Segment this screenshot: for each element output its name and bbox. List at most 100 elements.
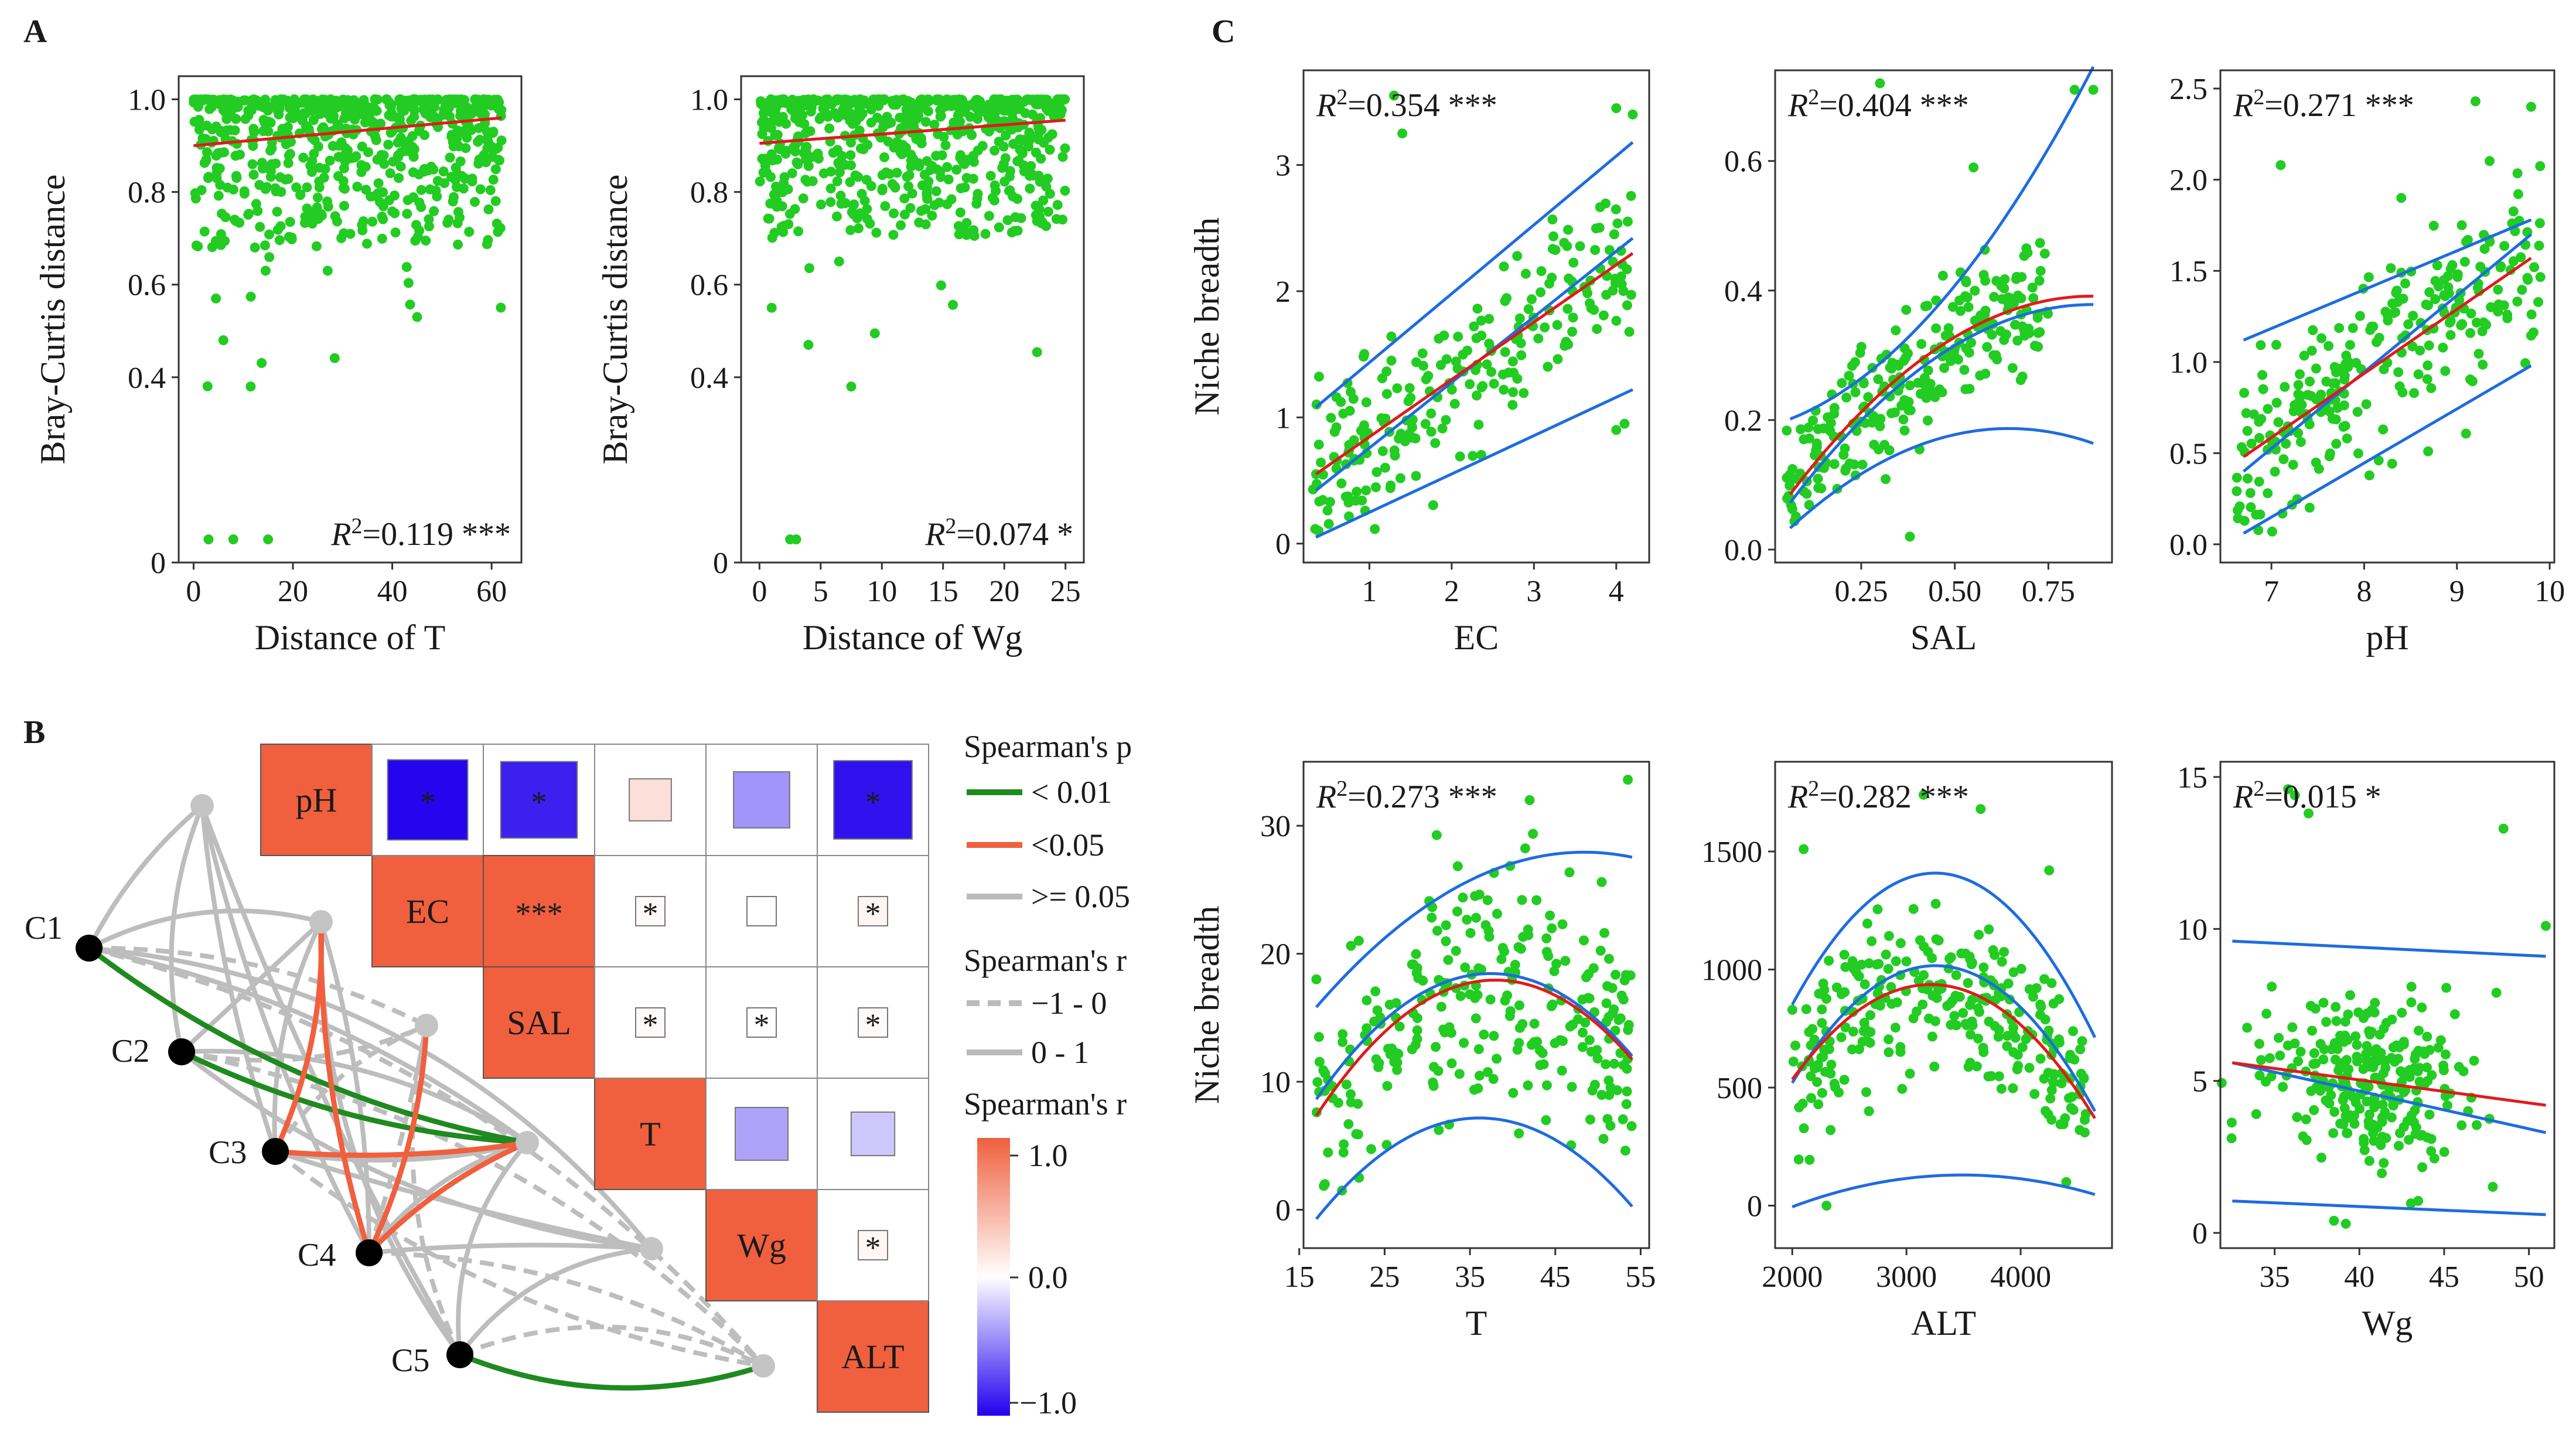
data-point: [2526, 330, 2536, 341]
data-point: [370, 191, 380, 201]
data-point: [1865, 1010, 1875, 1020]
data-point: [1408, 959, 1418, 970]
y-tick-label: 3: [1275, 149, 1291, 183]
data-point: [490, 164, 501, 175]
data-point: [1793, 1154, 1804, 1165]
fit-line: [1789, 294, 2094, 496]
data-point: [2397, 1007, 2407, 1018]
data-point: [1519, 388, 1529, 398]
data-point: [1817, 1088, 1827, 1098]
y-axis-label: Bray-Curtis distance: [33, 175, 72, 465]
r2-symbol: R: [1316, 87, 1336, 124]
y-tick-label: 0.5: [2169, 437, 2207, 471]
y-tick-label: 0.0: [1724, 534, 1762, 567]
heatmap-significance: *: [865, 1007, 881, 1042]
network-edge: [88, 945, 428, 1028]
data-point: [2048, 1078, 2059, 1088]
data-point: [1604, 953, 1614, 964]
data-point: [452, 168, 463, 179]
data-point: [1557, 1065, 1567, 1076]
data-point: [2069, 1054, 2080, 1065]
r2-value: =0.273 ***: [1347, 779, 1497, 815]
data-point: [1325, 497, 1335, 507]
data-point: [2263, 488, 2273, 499]
x-tick-label: 40: [377, 575, 408, 608]
data-point: [2502, 309, 2513, 320]
heatmap-variable-label: Wg: [737, 1226, 786, 1265]
data-point: [2243, 473, 2253, 484]
data-point: [1829, 1079, 1840, 1089]
data-point: [1949, 1011, 1960, 1021]
data-point: [1840, 962, 1851, 972]
data-point: [1841, 392, 1852, 403]
data-point: [961, 218, 972, 228]
data-point: [1927, 953, 1937, 963]
data-point: [1961, 277, 1971, 288]
data-point: [877, 185, 888, 196]
data-point: [2007, 363, 2018, 373]
data-point: [341, 108, 351, 118]
data-point: [2423, 300, 2433, 311]
data-point: [936, 280, 946, 291]
data-point: [1452, 861, 1463, 871]
data-point: [1883, 964, 1893, 974]
data-point: [312, 209, 322, 220]
x-tick-label: 2: [1444, 575, 1459, 608]
data-point: [1508, 1088, 1519, 1098]
data-point: [889, 181, 900, 192]
data-point: [2340, 1110, 2351, 1121]
r2-value: =0.074 *: [956, 516, 1073, 553]
data-point: [2406, 1198, 2416, 1209]
data-point: [1470, 891, 1480, 901]
data-point: [868, 94, 879, 105]
data-point: [322, 265, 333, 276]
data-point: [1356, 425, 1366, 436]
data-point: [857, 189, 867, 199]
data-point: [1817, 1004, 1827, 1015]
data-point: [373, 178, 384, 189]
band-line: [1791, 871, 2097, 1038]
data-point: [421, 236, 431, 246]
data-point: [325, 155, 335, 166]
plot-frame: [2219, 761, 2555, 1249]
data-point: [383, 139, 394, 150]
data-point: [2445, 330, 2456, 340]
heatmap-significance: *: [643, 896, 658, 931]
data-point: [350, 114, 360, 125]
data-point: [1446, 1058, 1457, 1069]
data-point: [1867, 936, 1877, 946]
data-point: [298, 152, 309, 163]
heatmap-square: [629, 778, 672, 822]
data-point: [1585, 1115, 1595, 1125]
data-point: [948, 299, 958, 310]
data-point: [2353, 448, 2363, 459]
data-point: [208, 94, 219, 105]
points-group: [1782, 78, 2099, 542]
data-point: [1892, 997, 1902, 1008]
data-point: [760, 154, 770, 164]
data-point: [1918, 999, 1928, 1010]
data-point: [1787, 464, 1798, 474]
data-point: [1380, 462, 1390, 473]
data-point: [1380, 413, 1391, 424]
data-point: [2309, 1105, 2319, 1115]
data-point: [1007, 113, 1018, 123]
data-point: [834, 256, 844, 267]
data-point: [889, 208, 899, 219]
data-point: [1622, 216, 1633, 227]
data-point: [797, 110, 807, 121]
data-point: [1468, 451, 1478, 461]
data-point: [493, 227, 503, 237]
r2-superscript: 2: [1808, 85, 1819, 110]
data-point: [2397, 333, 2407, 343]
data-point: [1803, 422, 1814, 433]
data-point: [832, 145, 843, 155]
data-point: [2438, 1065, 2449, 1075]
data-point: [455, 212, 465, 223]
data-point: [1006, 124, 1017, 135]
data-point: [1807, 1024, 1817, 1034]
data-point: [266, 166, 276, 176]
data-point: [2028, 293, 2039, 304]
data-point: [1901, 956, 1912, 967]
data-point: [301, 121, 311, 131]
